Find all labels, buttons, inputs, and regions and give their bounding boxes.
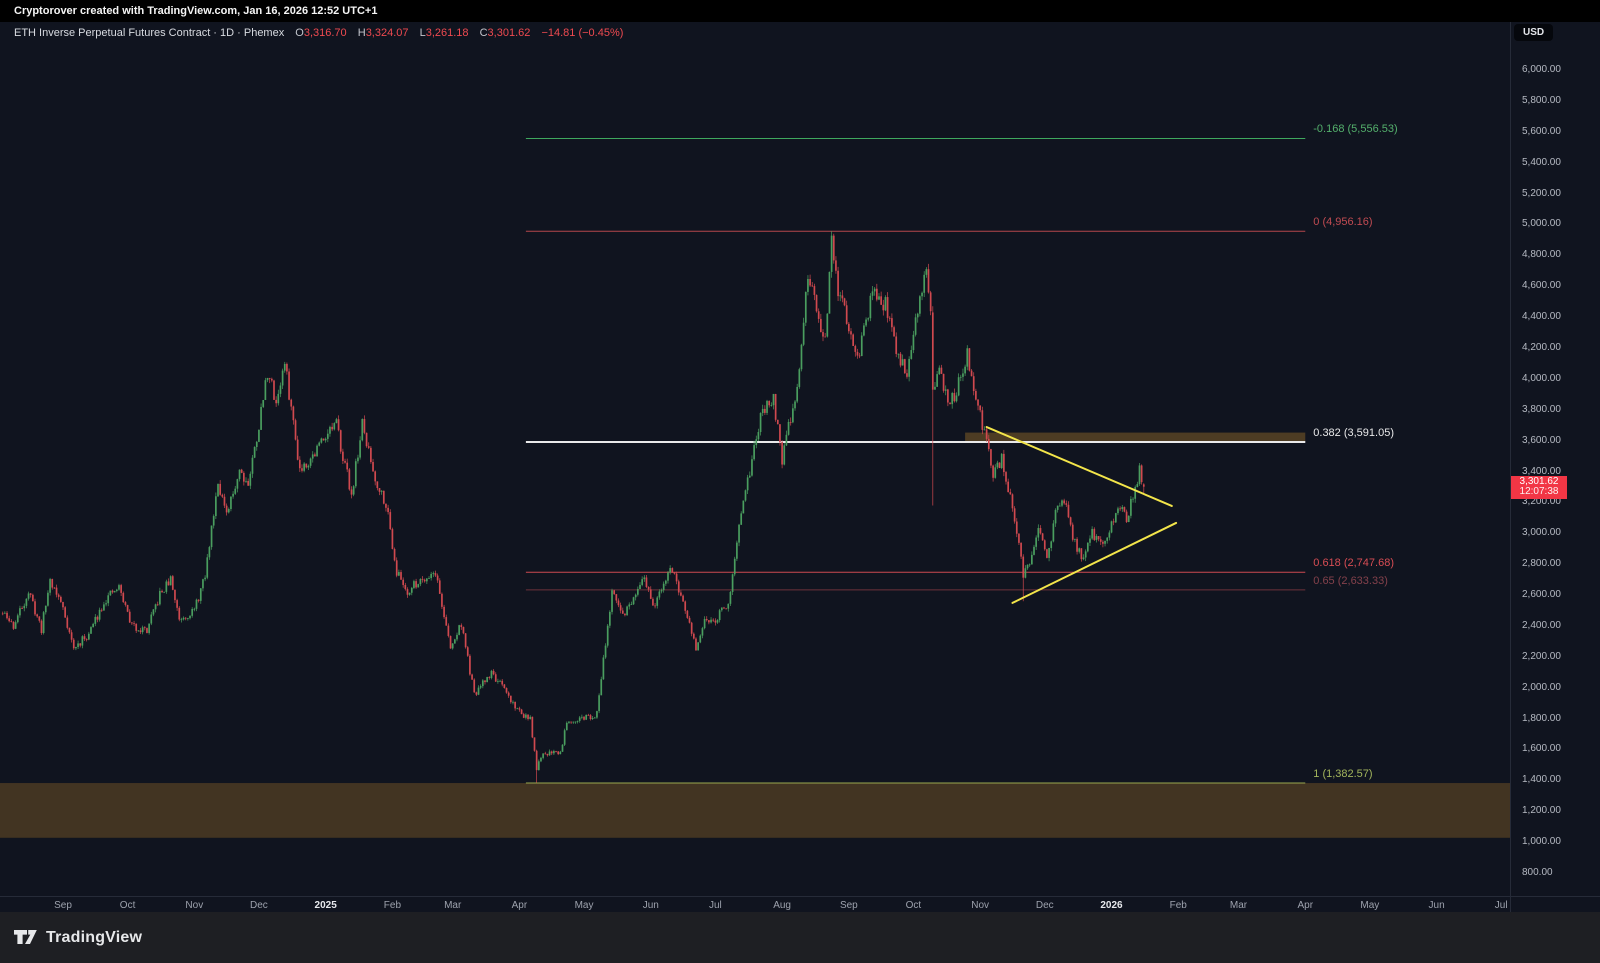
- price-tick: 1,200.00: [1522, 805, 1561, 817]
- price-tick: 5,400.00: [1522, 156, 1561, 168]
- time-label-month: Oct: [905, 900, 922, 911]
- price-tick: 2,200.00: [1522, 650, 1561, 662]
- fib-level-label: 0.65 (2,633.33): [1313, 574, 1388, 587]
- price-tick: 1,600.00: [1522, 743, 1561, 755]
- price-tick: 1,400.00: [1522, 774, 1561, 786]
- price-tick: 6,000.00: [1522, 64, 1561, 75]
- time-label-month: Jul: [708, 900, 722, 911]
- time-label-month: Nov: [971, 900, 990, 911]
- time-label-month: Sep: [54, 900, 72, 911]
- price-tick: 3,200.00: [1522, 496, 1561, 508]
- time-label-month: Nov: [185, 900, 204, 911]
- ohlc-low-label: L: [419, 27, 426, 39]
- time-label-month: Mar: [444, 900, 462, 911]
- price-tick: 5,200.00: [1522, 187, 1561, 199]
- time-label-month: Feb: [383, 900, 402, 911]
- price-tick: 4,200.00: [1522, 341, 1561, 353]
- ohlc-open-label: O: [295, 27, 304, 39]
- time-label-month: Feb: [1169, 900, 1187, 911]
- time-label-month: Sep: [839, 900, 858, 911]
- bar-countdown: 12:07:38: [1519, 486, 1559, 498]
- symbol-bar: ETH Inverse Perpetual Futures Contract ·…: [14, 27, 623, 39]
- ohlc-close-label: C: [479, 27, 488, 39]
- fib-level-label: 0.382 (3,591.05): [1313, 426, 1394, 439]
- footer: TradingView: [0, 912, 1600, 963]
- price-tick: 2,400.00: [1522, 619, 1561, 631]
- currency-button[interactable]: USD: [1514, 24, 1554, 41]
- fib-level-label: 0 (4,956.16): [1313, 216, 1373, 229]
- fib-level-label: 1 (1,382.57): [1313, 768, 1373, 781]
- time-label-month: Apr: [1297, 900, 1314, 911]
- fib-level-label: -0.168 (5,556.53): [1313, 123, 1398, 136]
- ohlc-high-value: 3,324.07: [365, 27, 409, 39]
- time-label-month: Oct: [119, 900, 136, 911]
- price-tick: 1,800.00: [1522, 712, 1561, 724]
- price-tick: 5,800.00: [1522, 94, 1561, 106]
- ohlc-low-value: 3,261.18: [425, 27, 469, 39]
- time-label-month: Jun: [642, 900, 659, 911]
- change-value: −14.81 (−0.45%): [541, 27, 624, 39]
- time-label-month: May: [574, 900, 594, 911]
- time-label-month: Jul: [1494, 900, 1508, 911]
- time-label-month: Dec: [250, 900, 268, 911]
- tradingview-logo-icon: [14, 930, 37, 944]
- price-tick: 4,600.00: [1522, 280, 1561, 292]
- price-tick: 1,000.00: [1522, 836, 1561, 848]
- time-label-month: Aug: [773, 900, 791, 911]
- price-tick: 3,800.00: [1522, 403, 1561, 415]
- price-axis[interactable]: 6,000.00 5,800.00 5,600.00 5,400.00 5,200.00…: [1510, 22, 1600, 912]
- price-tick: 4,000.00: [1522, 372, 1561, 384]
- ohlc-high-label: H: [357, 27, 366, 39]
- time-label-month: Jun: [1428, 900, 1445, 911]
- price-tick: 3,600.00: [1522, 434, 1561, 446]
- last-price-badge: 3,301.62 12:07:38: [1511, 475, 1567, 499]
- time-label-month: Dec: [1035, 900, 1054, 911]
- last-price-value: 3,301.62: [1519, 475, 1559, 487]
- price-tick: 4,400.00: [1522, 311, 1561, 323]
- price-tick: 3,000.00: [1522, 527, 1561, 539]
- time-label-month: May: [1360, 900, 1380, 911]
- time-label-month: Mar: [1229, 900, 1248, 911]
- time-label-year: 2026: [1100, 900, 1123, 911]
- price-tick: 4,800.00: [1522, 249, 1561, 261]
- price-tick: 2,800.00: [1522, 558, 1561, 570]
- watermark-bar: Cryptorover created with TradingView.com…: [0, 0, 1600, 22]
- symbol-title[interactable]: ETH Inverse Perpetual Futures Contract ·…: [14, 27, 285, 39]
- ohlc-close-value: 3,301.62: [487, 27, 531, 39]
- price-tick: 2,600.00: [1522, 589, 1561, 601]
- time-axis[interactable]: Sep Oct Nov Dec 2025 Feb Mar Apr May Jun Jul Aug Sep…: [0, 896, 1600, 912]
- time-label-month: Apr: [511, 900, 528, 911]
- ohlc-open-value: 3,316.70: [303, 27, 347, 39]
- price-tick: 2,000.00: [1522, 681, 1561, 693]
- price-tick: 5,000.00: [1522, 218, 1561, 230]
- watermark-text: Cryptorover created with TradingView.com…: [14, 5, 378, 17]
- time-label-year: 2025: [314, 900, 337, 911]
- fib-level-label: 0.618 (2,747.68): [1313, 557, 1394, 570]
- price-tick: 3,400.00: [1522, 465, 1561, 477]
- price-tick: 800.00: [1522, 867, 1553, 878]
- price-tick: 5,600.00: [1522, 125, 1561, 137]
- tradingview-brand-text: TradingView: [46, 928, 143, 946]
